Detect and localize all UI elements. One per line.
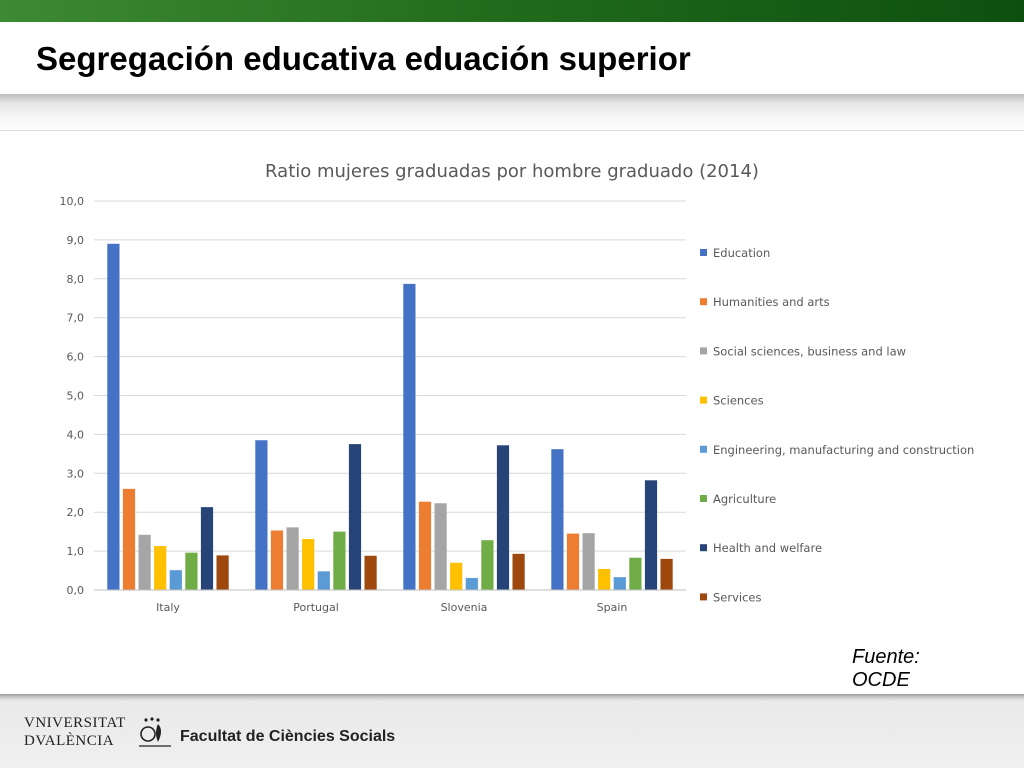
bar: [418, 501, 432, 590]
y-tick-label: 6,0: [67, 351, 85, 364]
legend-swatch: [700, 347, 707, 355]
y-tick-label: 10,0: [60, 195, 85, 208]
footer-band: [0, 694, 1024, 768]
university-logo: VNIVERSITAT DVALÈNCIA: [24, 714, 134, 754]
legend-swatch: [700, 544, 707, 552]
bar: [302, 539, 315, 590]
bar: [255, 440, 268, 590]
university-logo-line2: DVALÈNCIA: [24, 733, 115, 749]
source-label: Fuente:: [852, 646, 920, 668]
bar: [465, 577, 478, 590]
legend-swatch: [700, 495, 707, 502]
legend-label: Engineering, manufacturing and construct…: [713, 443, 974, 457]
bar: [660, 558, 673, 590]
legend-swatch: [700, 593, 707, 601]
slide-title: Segregación educativa eduación superior: [36, 40, 691, 77]
x-tick-label: Spain: [597, 601, 628, 614]
x-tick-label: Portugal: [293, 601, 339, 614]
bar: [200, 507, 214, 590]
bar: [333, 531, 346, 590]
bar-chart: Ratio mujeres graduadas por hombre gradu…: [60, 161, 975, 614]
bar: [613, 577, 626, 590]
y-tick-label: 7,0: [67, 312, 85, 325]
source-name: OCDE: [852, 669, 910, 691]
y-tick-label: 2,0: [67, 506, 85, 519]
y-tick-label: 8,0: [67, 273, 85, 286]
bar: [481, 540, 494, 590]
legend-swatch: [700, 298, 707, 306]
bar: [434, 503, 447, 590]
legend-swatch: [700, 396, 707, 404]
y-tick-label: 1,0: [67, 545, 85, 558]
legend-label: Education: [713, 246, 770, 260]
x-tick-label: Italy: [156, 601, 180, 614]
university-logo-line1: VNIVERSITAT: [24, 715, 126, 731]
chart-container: Ratio mujeres graduadas por hombre gradu…: [40, 150, 1000, 630]
bar: [598, 568, 611, 590]
faculty-name: Facultat de Ciències Socials: [180, 728, 396, 745]
bar: [629, 557, 642, 590]
bar: [122, 488, 136, 590]
bar: [286, 527, 299, 590]
legend-label: Health and welfare: [713, 541, 822, 555]
bar: [364, 555, 377, 590]
y-tick-label: 9,0: [67, 234, 85, 247]
legend-swatch: [700, 249, 707, 256]
x-tick-label: Slovenia: [441, 601, 488, 614]
legend-swatch: [700, 445, 707, 453]
top-color-bar: [0, 0, 1024, 22]
y-tick-label: 0,0: [67, 584, 85, 597]
bar: [551, 449, 564, 590]
source-note: Fuente: OCDE: [852, 646, 972, 692]
bar: [270, 530, 284, 590]
bar: [138, 534, 151, 590]
y-tick-label: 3,0: [67, 467, 85, 480]
chart-title: Ratio mujeres graduadas por hombre gradu…: [265, 161, 759, 182]
bar: [185, 552, 198, 590]
y-tick-label: 5,0: [67, 390, 85, 403]
legend-label: Social sciences, business and law: [713, 344, 906, 358]
legend-label: Services: [713, 590, 762, 604]
bar: [154, 546, 167, 590]
legend-label: Agriculture: [713, 492, 776, 506]
legend-label: Humanities and arts: [713, 295, 830, 309]
y-tick-label: 4,0: [67, 428, 85, 441]
bar: [169, 570, 182, 590]
legend-label: Sciences: [713, 394, 764, 408]
bar: [582, 533, 595, 590]
bar: [107, 243, 120, 590]
bar: [403, 283, 416, 590]
bar: [644, 480, 658, 590]
title-divider-band: [0, 94, 1024, 131]
bar: [450, 562, 463, 590]
bar: [216, 555, 229, 590]
faculty-emblem-icon: [139, 717, 171, 747]
bar: [496, 445, 510, 590]
bar: [512, 553, 525, 590]
bar: [348, 444, 362, 590]
bar: [317, 571, 330, 590]
bar: [566, 533, 580, 590]
